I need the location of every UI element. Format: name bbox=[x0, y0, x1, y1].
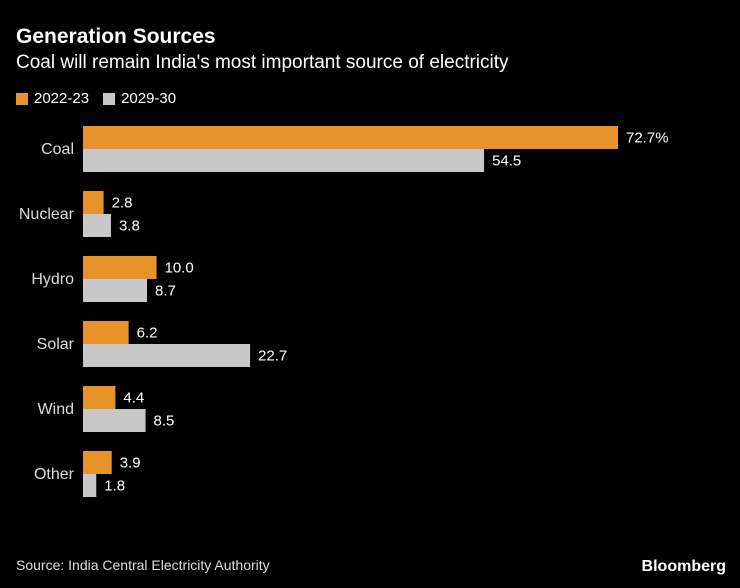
category-label-coal: Coal bbox=[41, 141, 74, 158]
legend-label-2029-30: 2029-30 bbox=[121, 90, 177, 107]
value-label-hydro-2022-23: 10.0 bbox=[165, 260, 194, 277]
bar-wind-2029-30 bbox=[83, 409, 146, 432]
bar-solar-2022-23 bbox=[83, 321, 129, 344]
legend-item-2022-23: 2022-23 bbox=[16, 90, 89, 107]
legend-item-2029-30: 2029-30 bbox=[103, 90, 176, 107]
bar-nuclear-2029-30 bbox=[83, 214, 111, 237]
value-label-nuclear-2029-30: 3.8 bbox=[119, 218, 140, 235]
source-note: Source: India Central Electricity Author… bbox=[16, 557, 270, 573]
chart-subtitle: Coal will remain India's most important … bbox=[16, 52, 509, 73]
value-label-wind-2022-23: 4.4 bbox=[123, 390, 144, 407]
value-label-solar-2022-23: 6.2 bbox=[137, 325, 158, 342]
value-label-nuclear-2022-23: 2.8 bbox=[112, 195, 133, 212]
category-label-solar: Solar bbox=[37, 336, 75, 353]
legend-swatch-2029-30 bbox=[103, 92, 116, 105]
bar-solar-2029-30 bbox=[83, 344, 251, 367]
bloomberg-logo: Bloomberg bbox=[641, 558, 726, 575]
value-label-wind-2029-30: 8.5 bbox=[154, 413, 175, 430]
value-label-coal-2022-23: 72.7% bbox=[626, 130, 669, 147]
value-label-coal-2029-30: 54.5 bbox=[492, 153, 521, 170]
bar-other-2022-23 bbox=[83, 451, 112, 474]
value-label-other-2022-23: 3.9 bbox=[120, 455, 141, 472]
bar-hydro-2022-23 bbox=[83, 256, 157, 279]
category-label-wind: Wind bbox=[38, 401, 74, 418]
category-label-hydro: Hydro bbox=[31, 271, 74, 288]
bar-coal-2022-23 bbox=[83, 126, 618, 149]
value-label-hydro-2029-30: 8.7 bbox=[155, 283, 176, 300]
bar-chart: Coal 72.7% 54.5 Nuclear 2.8 3.8 Hydro 10.0 8.7 So… bbox=[19, 126, 669, 497]
value-label-solar-2029-30: 22.7 bbox=[258, 348, 287, 365]
legend: 2022-23 2029-30 bbox=[16, 90, 190, 107]
chart-title: Generation Sources bbox=[16, 25, 216, 48]
bar-wind-2022-23 bbox=[83, 386, 116, 409]
category-label-other: Other bbox=[34, 466, 75, 483]
bar-nuclear-2022-23 bbox=[83, 191, 104, 214]
bar-other-2029-30 bbox=[83, 474, 97, 497]
legend-label-2022-23: 2022-23 bbox=[34, 90, 90, 107]
legend-swatch-2022-23 bbox=[16, 92, 28, 105]
bar-hydro-2029-30 bbox=[83, 279, 148, 302]
category-label-nuclear: Nuclear bbox=[19, 206, 75, 223]
value-label-other-2029-30: 1.8 bbox=[104, 478, 125, 495]
bar-coal-2029-30 bbox=[83, 149, 485, 172]
